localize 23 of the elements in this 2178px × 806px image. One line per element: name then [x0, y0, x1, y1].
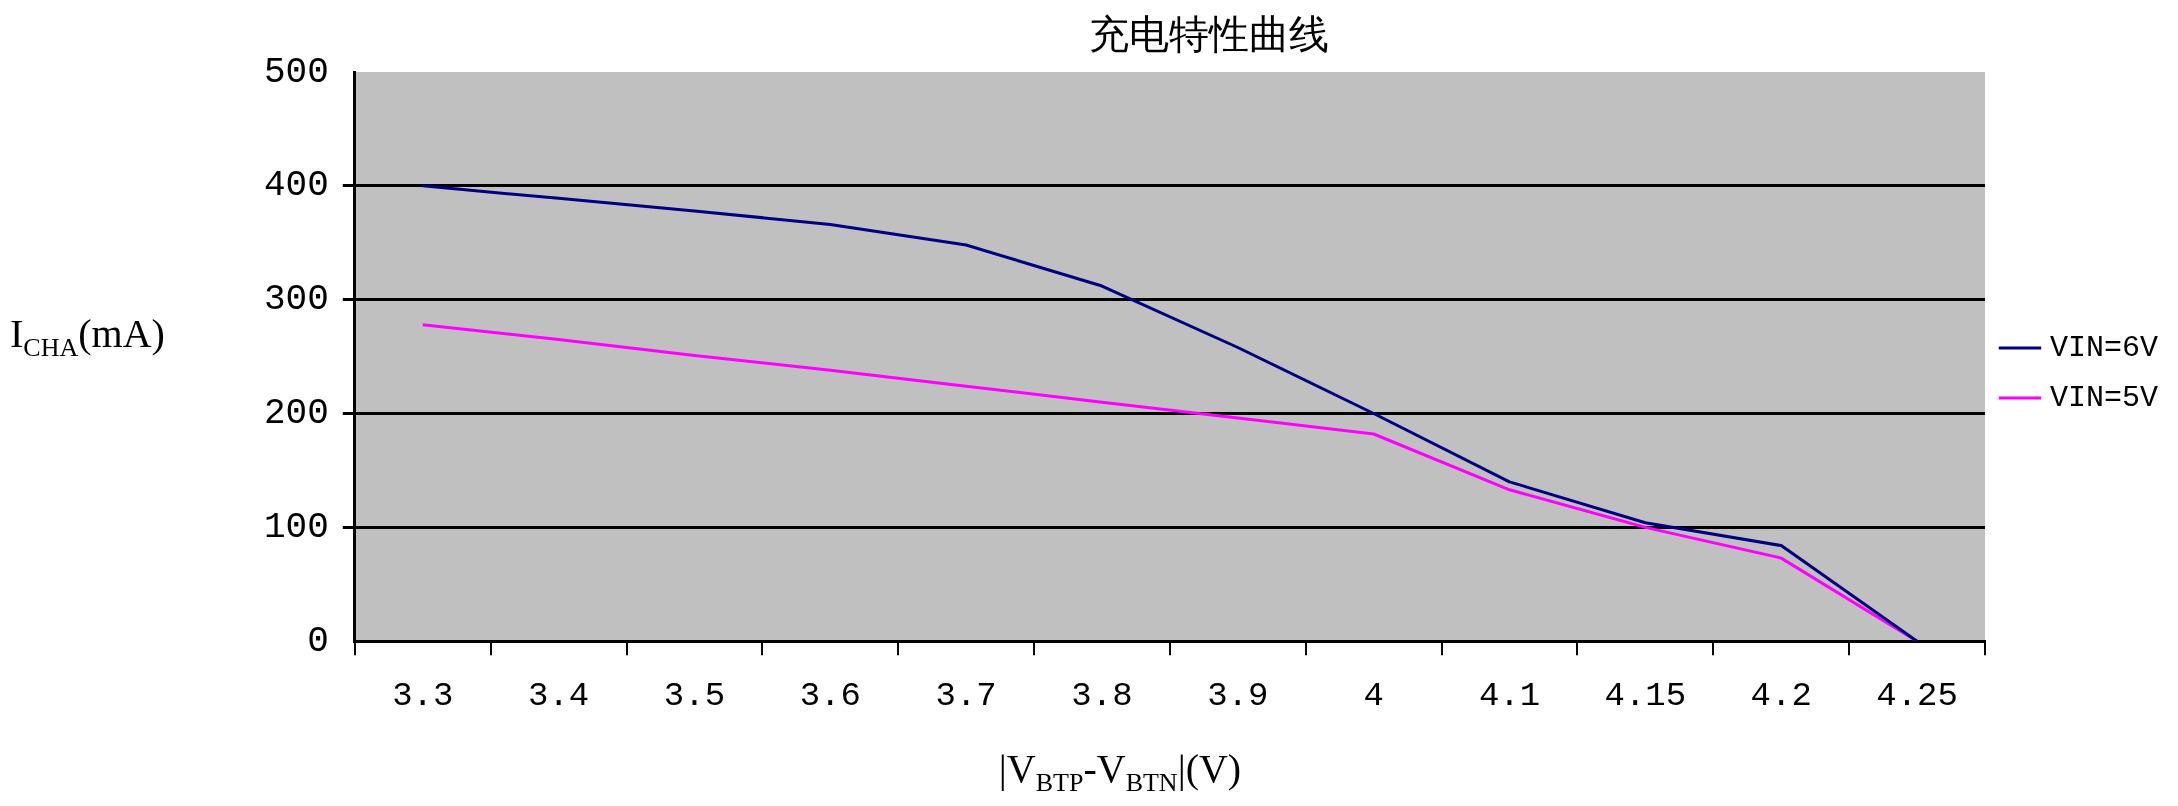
x-tick-label: 3.3: [392, 676, 454, 715]
y-tick-label: 200: [264, 393, 329, 435]
x-tick-label: 3.6: [799, 676, 861, 715]
legend-label: VIN=6V: [2049, 330, 2159, 365]
x-axis-title: |V$_{BTP}$-V$_{BTN}$|(V): [997, 745, 1243, 798]
y-tick-label: 500: [264, 51, 329, 93]
y-axis-title: I$_{CHA}$(mA): [10, 310, 165, 363]
x-tick-label: 3.5: [663, 676, 726, 715]
x-tick-label: 3.8: [1071, 676, 1133, 715]
legend-label: VIN=5V: [2049, 380, 2159, 415]
x-tick-label: 4: [1363, 676, 1384, 715]
x-tick-label: 3.7: [935, 676, 997, 715]
y-tick-label: 300: [264, 279, 329, 321]
x-tick-label: 3.9: [1207, 676, 1269, 715]
y-tick-label: 400: [264, 165, 329, 207]
x-tick-label: 4.2: [1750, 676, 1812, 715]
x-tick-label: 4.1: [1478, 676, 1541, 715]
x-tick-label: 3.4: [527, 676, 590, 715]
chart-title: 充电特性曲线: [1089, 11, 1329, 58]
x-tick-label: 4.25: [1876, 676, 1958, 715]
y-tick-label: 0: [307, 620, 329, 662]
x-tick-label: 4.15: [1604, 676, 1687, 715]
y-tick-label: 100: [264, 506, 329, 548]
